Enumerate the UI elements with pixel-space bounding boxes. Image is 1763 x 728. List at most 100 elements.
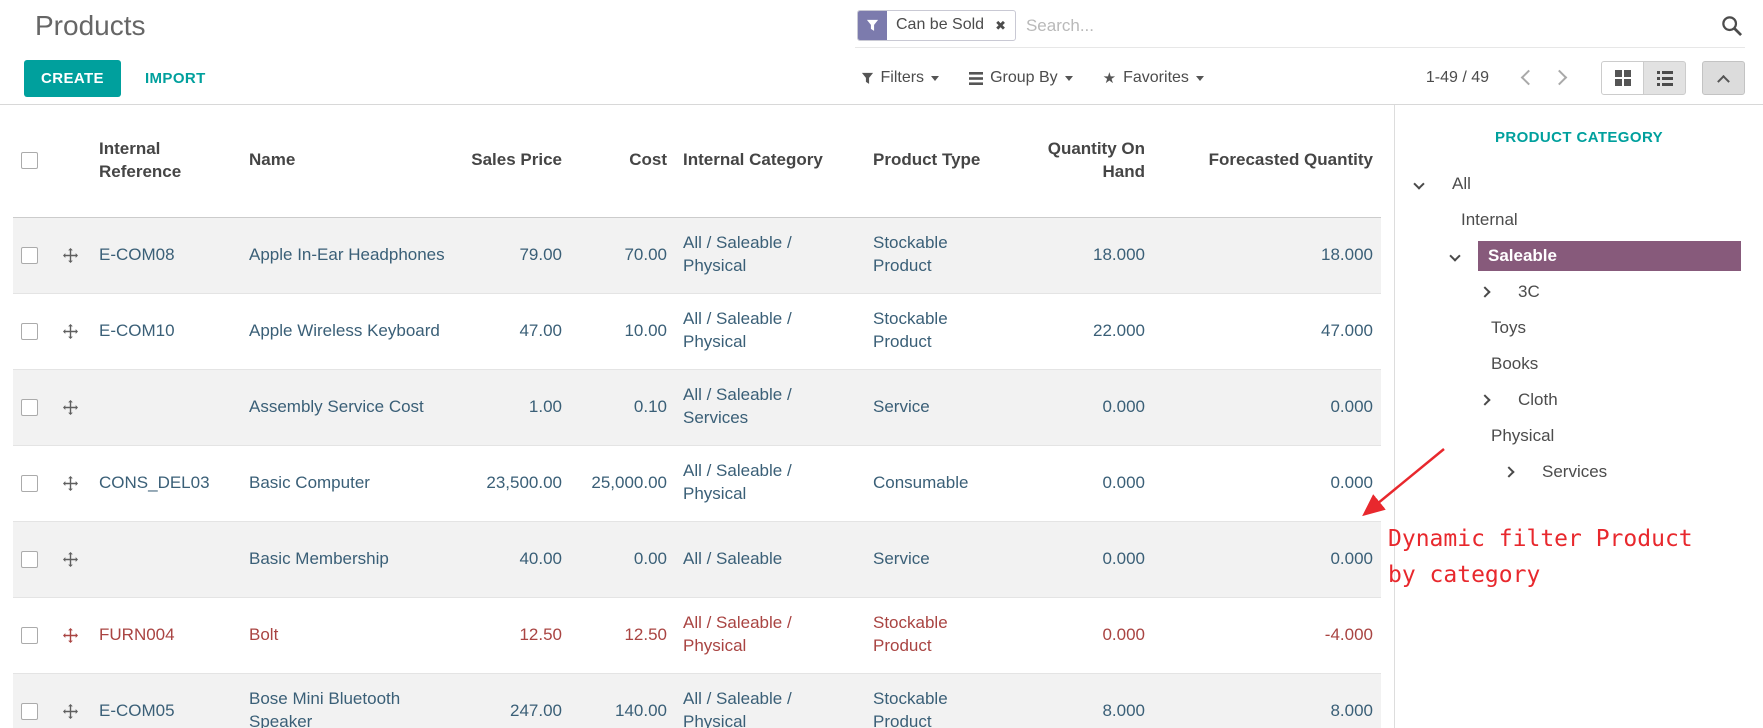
move-arrows-icon (63, 703, 78, 719)
cell-internal-category: All / Saleable / Physical (683, 689, 792, 728)
category-panel: PRODUCT CATEGORY All Internal Saleable 3… (1394, 105, 1763, 728)
drag-handle[interactable] (55, 673, 91, 728)
cell-forecasted-quantity: 18.000 (1321, 244, 1373, 264)
column-header-product-type[interactable]: Product Type (873, 150, 981, 170)
list-view-button[interactable] (1643, 61, 1686, 95)
expand-toggle-icon[interactable] (1413, 178, 1442, 190)
row-checkbox[interactable] (21, 702, 38, 720)
row-checkbox[interactable] (21, 474, 38, 492)
move-arrows-icon (63, 247, 78, 263)
collapse-panel-button[interactable] (1702, 61, 1745, 95)
column-header-quantity-on-hand[interactable]: Quantity On Hand (1047, 138, 1145, 181)
grid-icon (1614, 70, 1631, 86)
filters-dropdown[interactable]: Filters (861, 69, 940, 87)
column-header-internal-category[interactable]: Internal Category (683, 150, 823, 170)
cell-quantity-on-hand: 0.000 (1102, 624, 1145, 644)
category-item-label: Cloth (1518, 390, 1558, 409)
chevron-left-icon (1520, 69, 1537, 85)
cell-internal-reference: E-COM05 (99, 700, 175, 720)
row-checkbox[interactable] (21, 246, 38, 264)
search-icon[interactable] (1721, 15, 1743, 37)
table-row[interactable]: E-COM08 Apple In-Ear Headphones 79.00 70… (13, 217, 1381, 293)
filter-funnel-icon (861, 72, 874, 85)
row-checkbox[interactable] (21, 626, 38, 644)
table-row[interactable]: FURN004 Bolt 12.50 12.50 All / Saleable … (13, 597, 1381, 673)
kanban-view-button[interactable] (1601, 61, 1644, 95)
cell-internal-reference: FURN004 (99, 624, 175, 644)
table-row[interactable]: E-COM05 Bose Mini Bluetooth Speaker 247.… (13, 673, 1381, 728)
table-row[interactable]: CONS_DEL03 Basic Computer 23,500.00 25,0… (13, 445, 1381, 521)
expand-toggle-icon[interactable] (1479, 286, 1508, 298)
drag-handle[interactable] (55, 597, 91, 673)
expand-toggle-icon[interactable] (1503, 466, 1532, 478)
cell-internal-reference (91, 369, 241, 445)
column-header-name[interactable]: Name (249, 150, 296, 170)
favorites-dropdown[interactable]: ★ Favorites (1103, 69, 1204, 87)
create-button[interactable]: CREATE (24, 59, 121, 97)
column-header-forecasted-quantity[interactable]: Forecasted Quantity (1208, 150, 1373, 170)
search-options: Filters Group By ★ Favorites (861, 69, 1204, 87)
search-input[interactable] (1025, 15, 1711, 36)
header-row: Products Can be Sold ✖ (0, 0, 1763, 52)
cell-sales-price: 12.50 (519, 624, 562, 644)
column-header-sales-price[interactable]: Sales Price (471, 150, 562, 170)
select-all-checkbox[interactable] (21, 152, 38, 170)
cell-quantity-on-hand: 0.000 (1102, 396, 1145, 416)
category-tree-item[interactable]: Toys (1395, 310, 1763, 346)
category-tree-item[interactable]: Books (1395, 346, 1763, 382)
category-tree-item[interactable]: All (1395, 166, 1763, 202)
row-checkbox[interactable] (21, 322, 38, 340)
drag-handle[interactable] (55, 445, 91, 521)
page-title: Products (35, 10, 146, 41)
category-tree-item[interactable]: 3C (1395, 274, 1763, 310)
column-header-cost[interactable]: Cost (629, 150, 667, 170)
category-tree-item[interactable]: Physical (1395, 418, 1763, 454)
category-tree-item[interactable]: Saleable (1395, 238, 1763, 274)
cell-product-type: Stockable Product (873, 689, 948, 728)
expand-toggle-icon[interactable] (1449, 250, 1478, 262)
cell-quantity-on-hand: 0.000 (1102, 472, 1145, 492)
action-buttons: CREATE IMPORT (24, 59, 861, 97)
cell-product-type: Stockable Product (873, 613, 948, 655)
cell-product-type: Stockable Product (873, 233, 948, 275)
cell-sales-price: 79.00 (519, 244, 562, 264)
pager-next-button[interactable] (1544, 67, 1575, 90)
category-tree-item[interactable]: Cloth (1395, 382, 1763, 418)
pager: 1-49 / 49 (1426, 61, 1745, 95)
cell-sales-price: 47.00 (519, 320, 562, 340)
search-facet[interactable]: Can be Sold ✖ (857, 10, 1016, 41)
group-by-bars-icon (969, 71, 984, 85)
move-arrows-icon (63, 323, 78, 339)
group-by-dropdown[interactable]: Group By (969, 69, 1073, 87)
table-row[interactable]: Basic Membership 40.00 0.00 All / Saleab… (13, 521, 1381, 597)
category-tree: All Internal Saleable 3C Toys Books Clot… (1395, 166, 1763, 490)
pager-previous-button[interactable] (1513, 67, 1544, 90)
import-button[interactable]: IMPORT (144, 69, 206, 87)
category-tree-item[interactable]: Internal (1395, 202, 1763, 238)
row-checkbox[interactable] (21, 550, 38, 568)
move-arrows-icon (63, 627, 78, 643)
drag-handle[interactable] (55, 293, 91, 369)
chevron-right-icon (1551, 69, 1568, 85)
search-bar: Can be Sold ✖ (855, 4, 1745, 48)
facet-remove-icon[interactable]: ✖ (995, 17, 1006, 33)
row-checkbox[interactable] (21, 398, 38, 416)
table-row[interactable]: Assembly Service Cost 1.00 0.10 All / Sa… (13, 369, 1381, 445)
cell-internal-category: All / Saleable / Physical (683, 233, 792, 275)
cell-quantity-on-hand: 18.000 (1093, 244, 1145, 264)
drag-handle[interactable] (55, 369, 91, 445)
cell-cost: 0.00 (633, 548, 667, 568)
expand-toggle-icon[interactable] (1479, 394, 1508, 406)
category-item-label: Books (1491, 354, 1539, 373)
cell-name: Bolt (249, 624, 279, 644)
drag-handle[interactable] (55, 521, 91, 597)
cell-quantity-on-hand: 0.000 (1102, 548, 1145, 568)
chevron-up-icon (1717, 74, 1730, 88)
category-tree-item[interactable]: Services (1395, 454, 1763, 490)
drag-handle[interactable] (55, 217, 91, 293)
cell-cost: 70.00 (624, 244, 667, 264)
table-row[interactable]: E-COM10 Apple Wireless Keyboard 47.00 10… (13, 293, 1381, 369)
column-header-internal-reference[interactable]: Internal Reference (99, 138, 182, 181)
chevron-down-icon (1064, 75, 1073, 81)
move-arrows-icon (63, 475, 78, 491)
